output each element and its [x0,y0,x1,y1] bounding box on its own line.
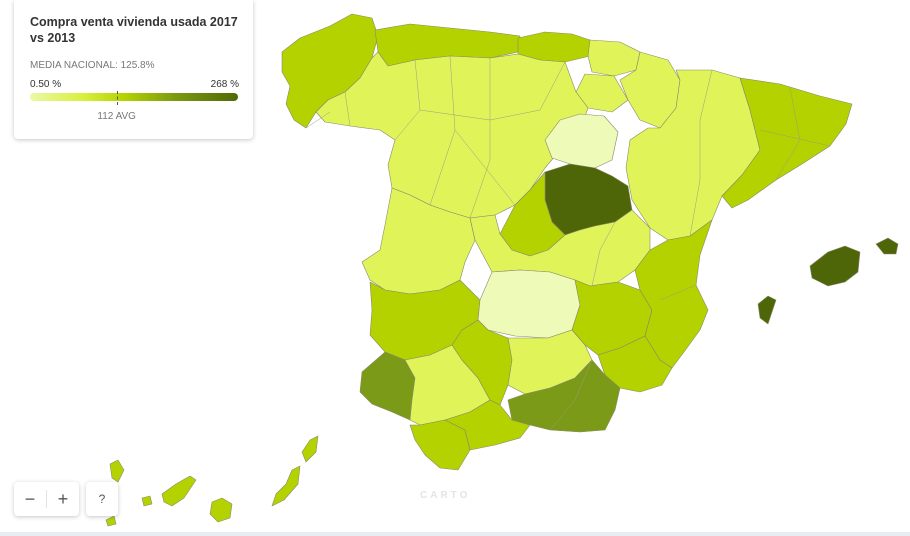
legend-min-label: 0.50 % [30,79,62,90]
region-menorca[interactable] [875,237,899,255]
legend-avg-label: 112 AVG [97,111,136,122]
legend-panel: Compra venta vivienda usada 2017 vs 2013… [14,0,253,139]
zoom-controls: − + [14,482,79,516]
region-la-gomera[interactable] [141,495,153,507]
region-granada-almeria[interactable] [507,359,621,433]
region-valencia[interactable] [634,219,713,369]
region-gran-canaria[interactable] [209,497,233,523]
region-pais-vasco[interactable] [587,39,641,77]
bottom-strip [0,532,910,536]
region-lanzarote[interactable] [301,435,319,463]
legend-title: Compra venta vivienda usada 2017 vs 2013 [30,15,238,45]
region-cadiz[interactable] [409,419,471,471]
region-tenerife[interactable] [161,475,197,507]
zoom-out-button[interactable]: − [24,488,36,509]
region-mallorca[interactable] [809,245,861,287]
region-el-hierro[interactable] [105,515,117,527]
region-fuerteventura[interactable] [271,465,301,507]
legend-color-ramp [30,93,238,101]
province-borders [305,55,831,431]
region-ibiza[interactable] [757,295,777,325]
carto-watermark: CARTO [420,490,471,501]
region-navarra[interactable] [619,51,681,129]
legend-national-average: MEDIA NACIONAL: 125.8% [30,60,155,71]
region-ciudad-real[interactable] [477,269,581,339]
region-soria[interactable] [544,113,619,169]
zoom-in-button[interactable]: + [57,488,69,509]
legend-avg-marker [116,91,118,105]
region-la-palma[interactable] [109,459,125,483]
help-button[interactable]: ? [86,482,118,516]
zoom-separator [46,490,47,508]
legend-max-label: 268 % [210,79,239,90]
